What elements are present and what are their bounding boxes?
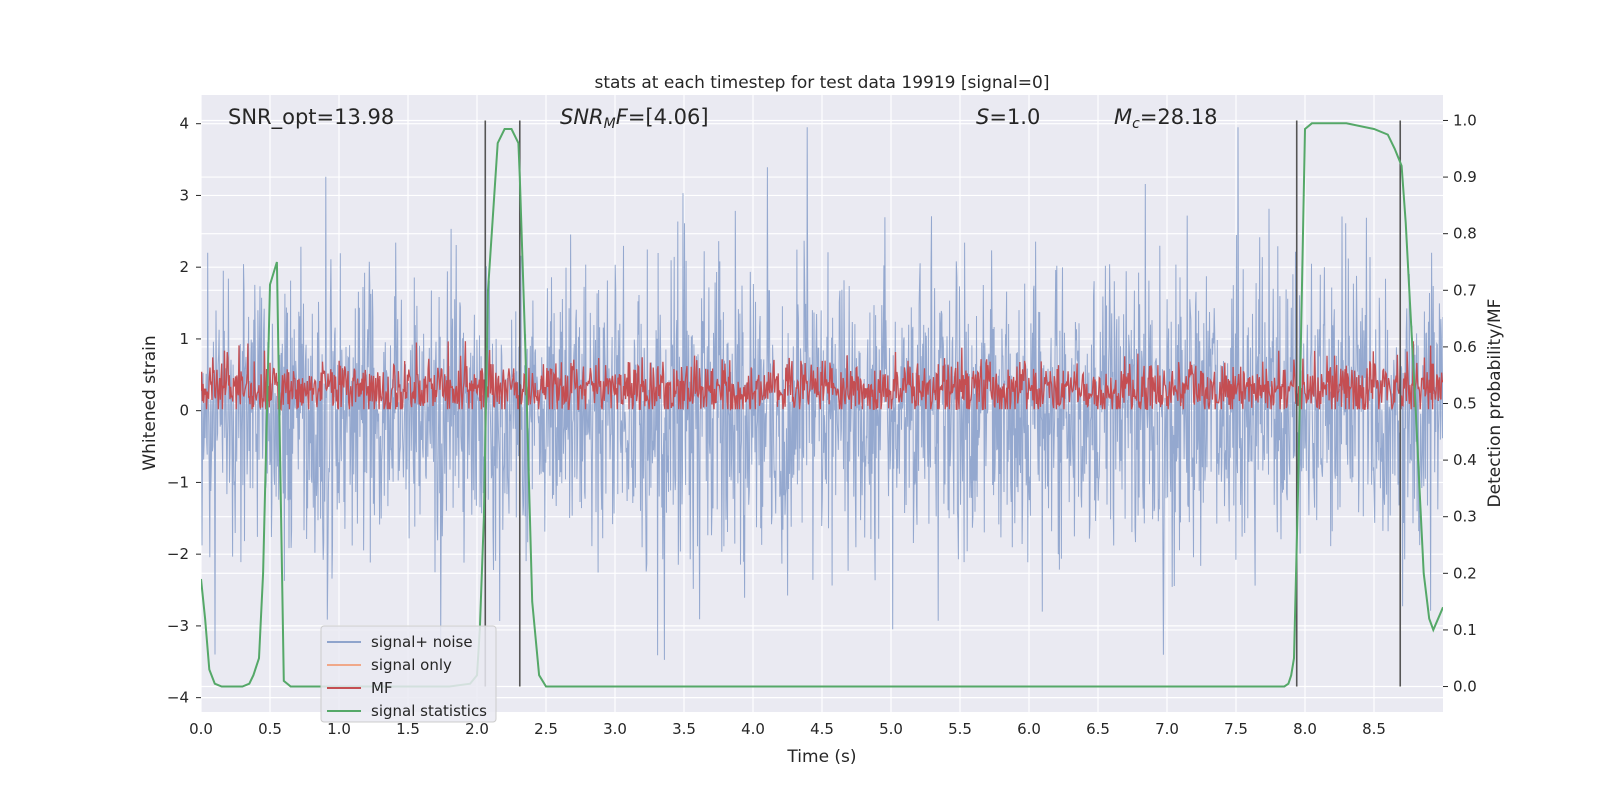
x-tick-label: 0.5 xyxy=(258,720,282,738)
x-tick-label: 4.0 xyxy=(741,720,765,738)
series-signal-noise xyxy=(201,127,1443,660)
y-ticks: −4 −3 −2 −1 0 1 2 3 4 xyxy=(167,115,201,707)
snr-mf-sub: M xyxy=(604,116,616,132)
y-tick-label: 4 xyxy=(179,115,189,133)
y2-tick-label: 0.0 xyxy=(1453,678,1477,696)
annotation-snr-opt: SNR_opt=13.98 xyxy=(228,105,394,130)
x-ticks: 0.0 0.5 1.0 1.5 2.0 2.5 3.0 3.5 4.0 4.5 5.0 5.5 6.0 6… xyxy=(189,720,1386,738)
y2-ticks: 0.0 0.1 0.2 0.3 0.4 0.5 0.6 0.7 0.8 0.9 1.0 xyxy=(1443,111,1477,696)
x-tick-label: 1.5 xyxy=(396,720,420,738)
y2-tick-label: 0.4 xyxy=(1453,451,1477,469)
y2-tick-label: 0.5 xyxy=(1453,395,1477,413)
x-tick-label: 8.5 xyxy=(1362,720,1386,738)
x-tick-label: 4.5 xyxy=(810,720,834,738)
y2-axis-label: Detection probability/MF xyxy=(1485,299,1505,508)
signal-noise-line xyxy=(201,127,1443,660)
annotation-mc: Mc=28.18 xyxy=(1114,105,1218,132)
x-tick-label: 7.0 xyxy=(1155,720,1179,738)
mf-line xyxy=(201,341,1443,412)
s-value: =1.0 xyxy=(989,105,1040,129)
y2-tick-label: 0.3 xyxy=(1453,508,1477,526)
mc-sub: c xyxy=(1132,116,1140,132)
x-tick-label: 8.0 xyxy=(1293,720,1317,738)
legend-label: signal+ noise xyxy=(371,633,473,651)
snr-mf-tail: F xyxy=(616,105,629,129)
y-axis-label: Whitened strain xyxy=(140,335,160,470)
x-tick-label: 6.0 xyxy=(1017,720,1041,738)
y2-tick-label: 0.7 xyxy=(1453,281,1477,299)
chart-title: stats at each timestep for test data 199… xyxy=(595,73,1050,93)
x-tick-label: 3.0 xyxy=(603,720,627,738)
y2-tick-label: 0.1 xyxy=(1453,621,1477,639)
x-tick-label: 5.5 xyxy=(948,720,972,738)
x-tick-label: 6.5 xyxy=(1086,720,1110,738)
y-tick-label: −1 xyxy=(167,473,189,491)
y-tick-label: 1 xyxy=(179,330,189,348)
x-tick-label: 5.0 xyxy=(879,720,903,738)
y2-tick-label: 0.8 xyxy=(1453,225,1477,243)
signal-statistics-line xyxy=(201,122,1443,688)
s-label: S xyxy=(976,105,989,129)
y2-tick-label: 0.2 xyxy=(1453,564,1477,582)
x-tick-label: 2.5 xyxy=(534,720,558,738)
series-mf xyxy=(201,341,1443,412)
snr-mf-value: =[4.06] xyxy=(628,105,709,129)
x-axis-label: Time (s) xyxy=(786,747,856,767)
y2-tick-label: 0.6 xyxy=(1453,338,1477,356)
annotation-snr-mf: SNRMF=[4.06] xyxy=(560,105,709,132)
y-tick-label: 0 xyxy=(179,402,189,420)
legend-label: signal only xyxy=(371,656,452,674)
snr-mf-label: SNR xyxy=(560,105,604,129)
x-tick-label: 1.0 xyxy=(327,720,351,738)
series-signal-statistics xyxy=(201,122,1443,688)
annotation-s: S=1.0 xyxy=(976,105,1040,129)
mc-value: =28.18 xyxy=(1140,105,1218,129)
mc-label: M xyxy=(1114,105,1132,129)
y-tick-label: 3 xyxy=(179,186,189,204)
y-tick-label: −2 xyxy=(167,545,189,563)
legend-label: MF xyxy=(371,679,393,697)
x-tick-label: 3.5 xyxy=(672,720,696,738)
legend: signal+ noise signal only MF signal statist… xyxy=(320,625,497,723)
y2-tick-label: 1.0 xyxy=(1453,111,1477,129)
x-tick-label: 2.0 xyxy=(465,720,489,738)
legend-label: signal statistics xyxy=(371,702,487,720)
legend-box xyxy=(320,625,497,723)
y-tick-label: −4 xyxy=(167,689,189,707)
x-tick-label: 7.5 xyxy=(1224,720,1248,738)
y-tick-label: −3 xyxy=(167,617,189,635)
x-tick-label: 0.0 xyxy=(189,720,213,738)
y2-tick-label: 0.9 xyxy=(1453,168,1477,186)
y-tick-label: 2 xyxy=(179,258,189,276)
